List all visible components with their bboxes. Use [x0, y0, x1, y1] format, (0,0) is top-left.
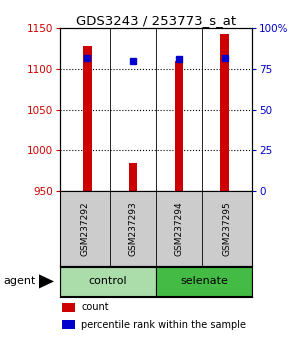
Bar — [175, 61, 183, 191]
Text: GSM237293: GSM237293 — [129, 201, 138, 256]
Bar — [62, 303, 75, 312]
Text: selenate: selenate — [180, 276, 228, 286]
Polygon shape — [39, 274, 54, 289]
Bar — [156, 267, 252, 296]
Text: GSM237295: GSM237295 — [222, 201, 231, 256]
Bar — [62, 320, 75, 329]
Bar — [220, 34, 229, 191]
Text: percentile rank within the sample: percentile rank within the sample — [81, 320, 246, 330]
Bar — [129, 164, 137, 191]
Text: count: count — [81, 302, 109, 312]
Text: GSM237292: GSM237292 — [81, 201, 90, 256]
Text: GSM237294: GSM237294 — [174, 201, 183, 256]
Text: control: control — [89, 276, 127, 286]
Bar — [83, 46, 92, 191]
Bar — [60, 267, 156, 296]
Text: agent: agent — [3, 276, 35, 286]
Title: GDS3243 / 253773_s_at: GDS3243 / 253773_s_at — [76, 14, 236, 27]
